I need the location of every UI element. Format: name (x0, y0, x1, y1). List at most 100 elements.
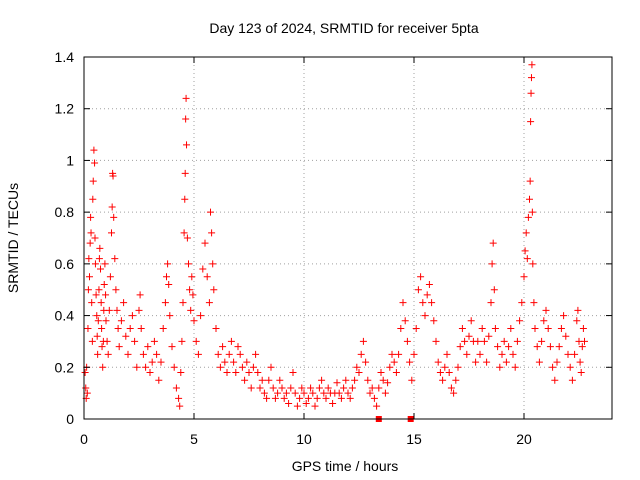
data-point (122, 332, 130, 340)
data-point (164, 260, 172, 268)
data-point (454, 363, 462, 371)
data-point (366, 389, 374, 397)
data-point (472, 358, 480, 366)
data-point (209, 260, 217, 268)
data-point (523, 255, 531, 263)
data-point (150, 337, 158, 345)
data-point (430, 317, 438, 325)
data-point (564, 350, 572, 358)
data-point (139, 350, 147, 358)
data-point (153, 350, 161, 358)
data-point (88, 299, 96, 307)
data-point (181, 169, 189, 177)
data-point (131, 337, 139, 345)
y-tick-label: 1.2 (55, 101, 75, 117)
grid-lines (84, 57, 612, 419)
data-point (219, 343, 227, 351)
data-point (340, 384, 348, 392)
data-point (155, 376, 163, 384)
data-point (267, 363, 275, 371)
data-point (238, 363, 246, 371)
data-point (91, 260, 99, 268)
data-point (530, 299, 538, 307)
data-point (568, 376, 576, 384)
data-point (476, 350, 484, 358)
data-point (276, 376, 284, 384)
data-point (98, 343, 106, 351)
data-point (105, 306, 113, 314)
data-point (557, 325, 565, 332)
x-tick-label: 5 (190, 431, 198, 447)
data-point (425, 281, 433, 289)
data-point (450, 389, 458, 397)
data-point (96, 244, 104, 252)
data-point (494, 343, 502, 351)
y-tick-label: 0 (66, 411, 74, 427)
data-point (103, 337, 111, 345)
data-point (528, 208, 536, 216)
data-point (192, 337, 200, 345)
data-point (313, 394, 321, 402)
data-point (95, 286, 103, 294)
data-point (135, 306, 143, 314)
data-point (247, 384, 255, 392)
x-tick-label: 10 (296, 431, 312, 447)
data-point (485, 332, 493, 340)
data-point (571, 350, 579, 358)
data-point (254, 368, 262, 376)
data-point (157, 358, 165, 366)
data-point (91, 159, 99, 167)
data-point (335, 389, 343, 397)
data-point (432, 337, 440, 345)
data-point (333, 379, 341, 387)
data-point (163, 273, 170, 281)
data-point (100, 281, 108, 289)
data-point (291, 389, 299, 397)
data-point (144, 343, 152, 351)
data-point (114, 325, 122, 332)
data-point (260, 389, 268, 397)
data-point (172, 384, 180, 392)
data-point (309, 389, 317, 397)
data-point (428, 299, 436, 307)
data-point (180, 229, 188, 237)
data-point (581, 337, 588, 345)
data-point (324, 384, 332, 392)
data-point (274, 389, 282, 397)
data-point (368, 384, 376, 392)
data-point (99, 363, 107, 371)
data-point (370, 394, 378, 402)
data-point (395, 350, 403, 358)
data-point (412, 325, 420, 332)
data-point (421, 312, 429, 320)
data-point (527, 118, 535, 126)
data-point (490, 286, 498, 294)
data-point (322, 394, 330, 402)
data-point (84, 325, 92, 332)
data-point (573, 317, 581, 325)
data-point (201, 239, 209, 247)
data-point (90, 146, 98, 154)
data-point (364, 376, 372, 384)
data-point (359, 337, 367, 345)
data-point (97, 265, 104, 273)
y-tick-label: 1.4 (55, 49, 75, 65)
data-point (320, 389, 328, 397)
data-point (89, 195, 97, 203)
data-point (185, 260, 192, 268)
data-point (241, 376, 249, 384)
data-point (302, 399, 310, 407)
data-point (182, 115, 190, 123)
data-point (546, 343, 554, 351)
data-point (315, 384, 323, 392)
data-point (133, 363, 141, 371)
data-point (351, 376, 359, 384)
data-point (194, 350, 202, 358)
data-point (555, 343, 563, 351)
data-point (445, 368, 453, 376)
data-point (161, 299, 169, 307)
data-point (278, 384, 286, 392)
data-point (348, 384, 356, 392)
data-point (197, 312, 205, 320)
data-point (531, 325, 539, 332)
